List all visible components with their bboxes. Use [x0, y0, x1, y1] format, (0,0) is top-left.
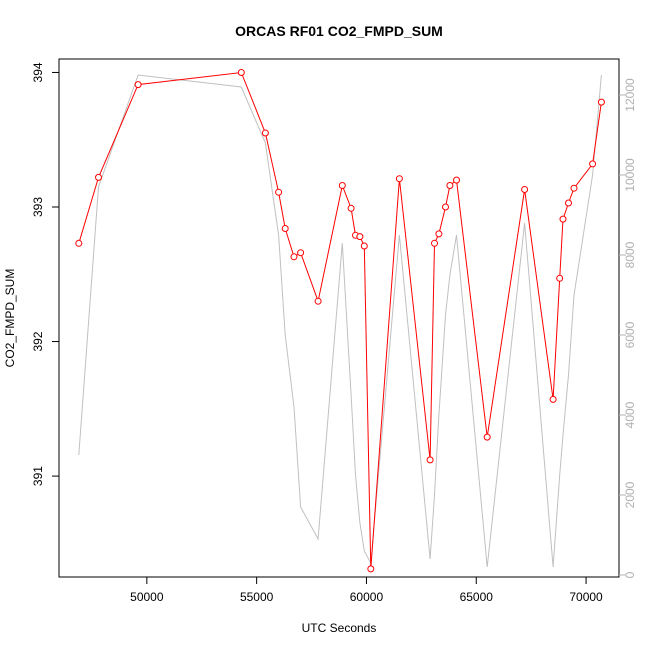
data-point: [314, 297, 322, 305]
data-point: [521, 186, 529, 193]
data-point: [347, 204, 355, 212]
data-point: [261, 129, 269, 137]
data-point: [556, 274, 564, 282]
y-tick-label: 393: [31, 197, 45, 217]
data-point: [570, 184, 578, 192]
data-point: [453, 176, 460, 184]
series-layer: [75, 69, 605, 573]
data-point: [446, 182, 454, 189]
data-point: [426, 456, 434, 464]
x-tick-label: 55000: [240, 590, 274, 604]
data-point: [237, 69, 245, 76]
y-tick-label: 391: [31, 466, 45, 486]
data-point: [275, 188, 283, 196]
data-point: [360, 242, 368, 250]
x-axis: 50000 55000 60000 65000 70000: [130, 577, 603, 604]
data-point: [565, 199, 572, 207]
data-point: [281, 225, 289, 232]
data-point: [297, 249, 305, 257]
data-point: [442, 203, 449, 211]
data-point: [549, 395, 557, 403]
y2-tick-label: 12000: [623, 78, 637, 112]
y-tick-label: 392: [31, 331, 45, 351]
plot-frame: [58, 58, 620, 578]
data-point: [75, 239, 83, 247]
y2-tick-label: 6000: [623, 321, 637, 348]
data-point: [483, 433, 491, 441]
data-point: [338, 182, 346, 189]
data-point: [134, 81, 142, 89]
series-line-right-axis: [78, 74, 602, 568]
y-axis-right: 0 2000 4000 6000 8000 10000 12000: [619, 78, 637, 578]
y2-tick-label: 2000: [623, 481, 637, 508]
data-point: [290, 253, 298, 261]
data-point: [95, 173, 102, 181]
x-tick-label: 65000: [460, 590, 494, 604]
data-point: [597, 98, 605, 106]
y-axis-left: 391 392 393 394: [31, 62, 59, 486]
y-axis-label: CO2_FMPD_SUM: [3, 269, 17, 368]
y2-tick-label: 0: [623, 571, 637, 578]
y2-tick-label: 8000: [623, 241, 637, 268]
y-tick-label: 394: [31, 62, 45, 82]
data-point: [435, 230, 443, 238]
data-point: [395, 175, 403, 183]
x-tick-label: 50000: [130, 590, 164, 604]
data-point: [367, 565, 375, 573]
x-tick-label: 70000: [569, 590, 603, 604]
x-tick-label: 60000: [350, 590, 384, 604]
y2-tick-label: 10000: [623, 158, 637, 192]
chart-title: ORCAS RF01 CO2_FMPD_SUM: [235, 23, 443, 39]
data-point: [559, 215, 567, 223]
x-axis-label: UTC Seconds: [302, 621, 377, 635]
series-line-co2: [78, 71, 602, 569]
data-point: [431, 239, 438, 247]
data-point: [356, 233, 364, 241]
data-point: [589, 160, 597, 168]
y2-tick-label: 4000: [623, 401, 637, 428]
